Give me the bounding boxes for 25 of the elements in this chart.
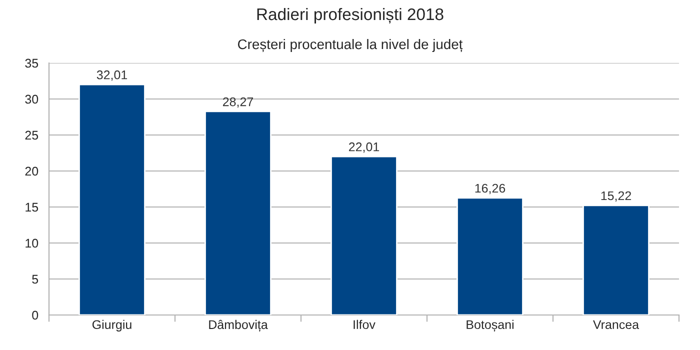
x-tick-label: Dâmbovița	[209, 320, 268, 332]
data-label: 22,01	[348, 142, 380, 153]
data-label: 32,01	[96, 70, 128, 81]
x-tick-label: Botoșani	[466, 320, 514, 332]
y-tick-label: 10	[26, 238, 38, 248]
bar	[204, 110, 272, 315]
x-tick-label: Ilfov	[354, 320, 376, 330]
x-tick-label: Vrancea	[593, 320, 640, 330]
y-tick-label: 25	[25, 130, 38, 140]
bar	[78, 84, 146, 315]
bar	[456, 197, 524, 315]
y-tick-label: 15	[26, 202, 38, 212]
y-tick-label: 30	[25, 94, 38, 104]
data-label: 16,26	[475, 184, 506, 194]
chart-title: Radieri profesioniști 2018	[257, 8, 444, 24]
x-tick-label: Giurgiu	[92, 320, 132, 332]
bar	[330, 156, 398, 315]
data-label: 28,27	[222, 97, 254, 108]
y-tick-label: 5	[32, 274, 38, 284]
y-tick-label: 0	[32, 310, 38, 320]
y-tick-label: 35	[25, 58, 38, 68]
y-tick-label: 20	[25, 166, 38, 176]
data-label: 15,22	[601, 191, 632, 202]
chart-subtitle: Creșteri procentuale la nivel de județ	[238, 38, 463, 52]
bar	[582, 204, 650, 315]
